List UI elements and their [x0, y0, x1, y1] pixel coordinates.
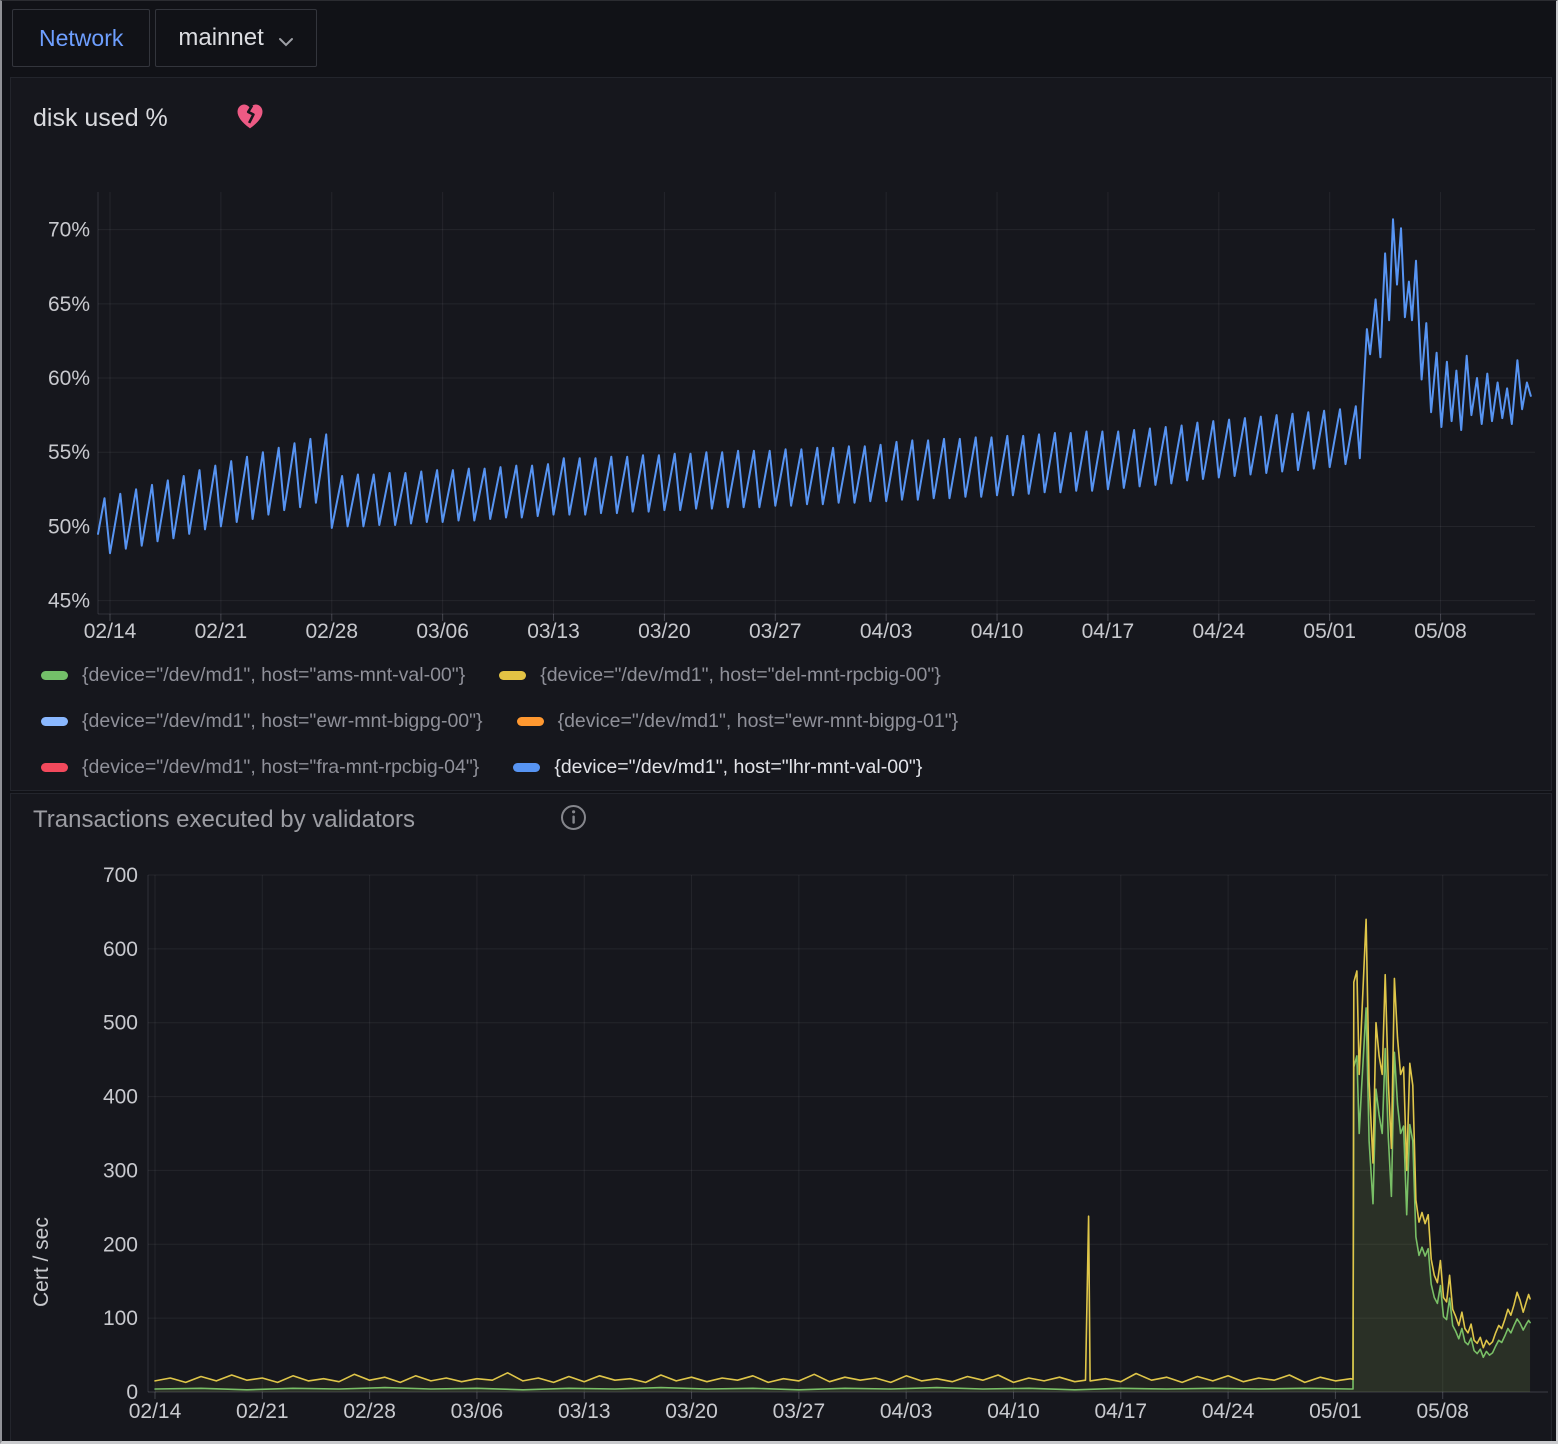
- svg-text:600: 600: [103, 938, 138, 961]
- network-variable-label-box: Network: [12, 9, 150, 67]
- svg-text:200: 200: [103, 1233, 138, 1256]
- svg-text:02/28: 02/28: [305, 620, 358, 643]
- legend-series-label: {device="/dev/md1", host="fra-mnt-rpcbig…: [82, 756, 479, 779]
- svg-text:05/08: 05/08: [1414, 620, 1467, 643]
- disk-used-chart-canvas[interactable]: 45% 50% 55% 60% 65% 70% 02/14 02/21 02/28 03/06 03…: [11, 178, 1553, 648]
- legend-series-swatch: [513, 763, 540, 772]
- svg-text:300: 300: [103, 1159, 138, 1182]
- svg-text:02/21: 02/21: [195, 620, 248, 643]
- svg-text:04/10: 04/10: [987, 1400, 1040, 1423]
- legend-item[interactable]: {device="/dev/md1", host="fra-mnt-rpcbig…: [41, 756, 479, 779]
- info-icon[interactable]: [560, 804, 587, 836]
- legend-series-label: {device="/dev/md1", host="ams-mnt-val-00…: [82, 664, 465, 687]
- disk-used-panel: disk used % 45% 50% 55% 60% 65% 70% 02/14 02/21…: [10, 77, 1552, 791]
- svg-text:02/14: 02/14: [84, 620, 137, 643]
- svg-text:100: 100: [103, 1307, 138, 1330]
- legend-series-label: {device="/dev/md1", host="del-mnt-rpcbig…: [540, 664, 941, 687]
- svg-text:05/01: 05/01: [1303, 620, 1356, 643]
- legend-row: {device="/dev/md1", host="ams-mnt-val-00…: [41, 652, 1531, 698]
- legend-series-label: {device="/dev/md1", host="ewr-mnt-bigpg-…: [82, 710, 483, 733]
- svg-text:04/24: 04/24: [1202, 1400, 1255, 1423]
- legend-series-swatch: [41, 671, 68, 680]
- grafana-dashboard: Network mainnet disk used % 45% 50% 55% 60%…: [0, 0, 1558, 1444]
- network-variable-value: mainnet: [178, 24, 263, 52]
- svg-text:02/14: 02/14: [129, 1400, 182, 1423]
- svg-text:03/06: 03/06: [416, 620, 469, 643]
- legend-series-swatch: [41, 763, 68, 772]
- svg-text:03/27: 03/27: [773, 1400, 826, 1423]
- panel-title-transactions[interactable]: Transactions executed by validators: [33, 806, 415, 834]
- transactions-panel: Transactions executed by validators Cert…: [10, 793, 1552, 1444]
- legend-item[interactable]: {device="/dev/md1", host="lhr-mnt-val-00…: [513, 756, 922, 779]
- svg-text:03/13: 03/13: [527, 620, 580, 643]
- svg-text:70%: 70%: [48, 219, 90, 242]
- svg-text:03/27: 03/27: [749, 620, 802, 643]
- svg-text:03/06: 03/06: [451, 1400, 504, 1423]
- legend-series-label: {device="/dev/md1", host="lhr-mnt-val-00…: [554, 756, 922, 779]
- svg-text:05/08: 05/08: [1416, 1400, 1469, 1423]
- svg-text:500: 500: [103, 1012, 138, 1035]
- network-variable-dropdown[interactable]: mainnet: [155, 9, 316, 67]
- svg-text:55%: 55%: [48, 441, 90, 464]
- svg-text:03/20: 03/20: [665, 1400, 718, 1423]
- svg-text:05/01: 05/01: [1309, 1400, 1362, 1423]
- legend-item[interactable]: {device="/dev/md1", host="ams-mnt-val-00…: [41, 664, 465, 687]
- svg-text:45%: 45%: [48, 590, 90, 613]
- transactions-chart-canvas[interactable]: 010020030040050060070002/1402/2102/2803/…: [11, 858, 1553, 1444]
- dashboard-variables-bar: Network mainnet: [12, 9, 317, 67]
- panel-title-disk-used[interactable]: disk used %: [33, 104, 168, 133]
- svg-text:04/10: 04/10: [971, 620, 1024, 643]
- svg-text:02/21: 02/21: [236, 1400, 289, 1423]
- svg-text:03/20: 03/20: [638, 620, 691, 643]
- svg-text:50%: 50%: [48, 515, 90, 538]
- svg-text:400: 400: [103, 1086, 138, 1109]
- chevron-down-icon: [278, 26, 294, 54]
- svg-text:60%: 60%: [48, 367, 90, 390]
- legend-row: {device="/dev/md1", host="fra-mnt-rpcbig…: [41, 744, 1531, 790]
- svg-text:65%: 65%: [48, 293, 90, 316]
- svg-text:04/17: 04/17: [1095, 1400, 1148, 1423]
- legend-item[interactable]: {device="/dev/md1", host="ewr-mnt-bigpg-…: [517, 710, 959, 733]
- svg-text:04/17: 04/17: [1082, 620, 1135, 643]
- svg-text:03/13: 03/13: [558, 1400, 611, 1423]
- heart-break-alert-icon: [235, 102, 265, 135]
- svg-text:04/24: 04/24: [1193, 620, 1246, 643]
- legend-item[interactable]: {device="/dev/md1", host="ewr-mnt-bigpg-…: [41, 710, 483, 733]
- legend-item[interactable]: {device="/dev/md1", host="del-mnt-rpcbig…: [499, 664, 941, 687]
- legend-series-swatch: [41, 717, 68, 726]
- legend-series-swatch: [499, 671, 526, 680]
- legend-series-label: {device="/dev/md1", host="ewr-mnt-bigpg-…: [558, 710, 959, 733]
- network-variable-label: Network: [13, 25, 149, 52]
- svg-text:04/03: 04/03: [860, 620, 913, 643]
- legend-row: {device="/dev/md1", host="ewr-mnt-bigpg-…: [41, 698, 1531, 744]
- svg-text:04/03: 04/03: [880, 1400, 933, 1423]
- disk-used-legend: {device="/dev/md1", host="ams-mnt-val-00…: [41, 652, 1531, 790]
- svg-text:02/28: 02/28: [343, 1400, 396, 1423]
- svg-text:700: 700: [103, 864, 138, 887]
- legend-series-swatch: [517, 717, 544, 726]
